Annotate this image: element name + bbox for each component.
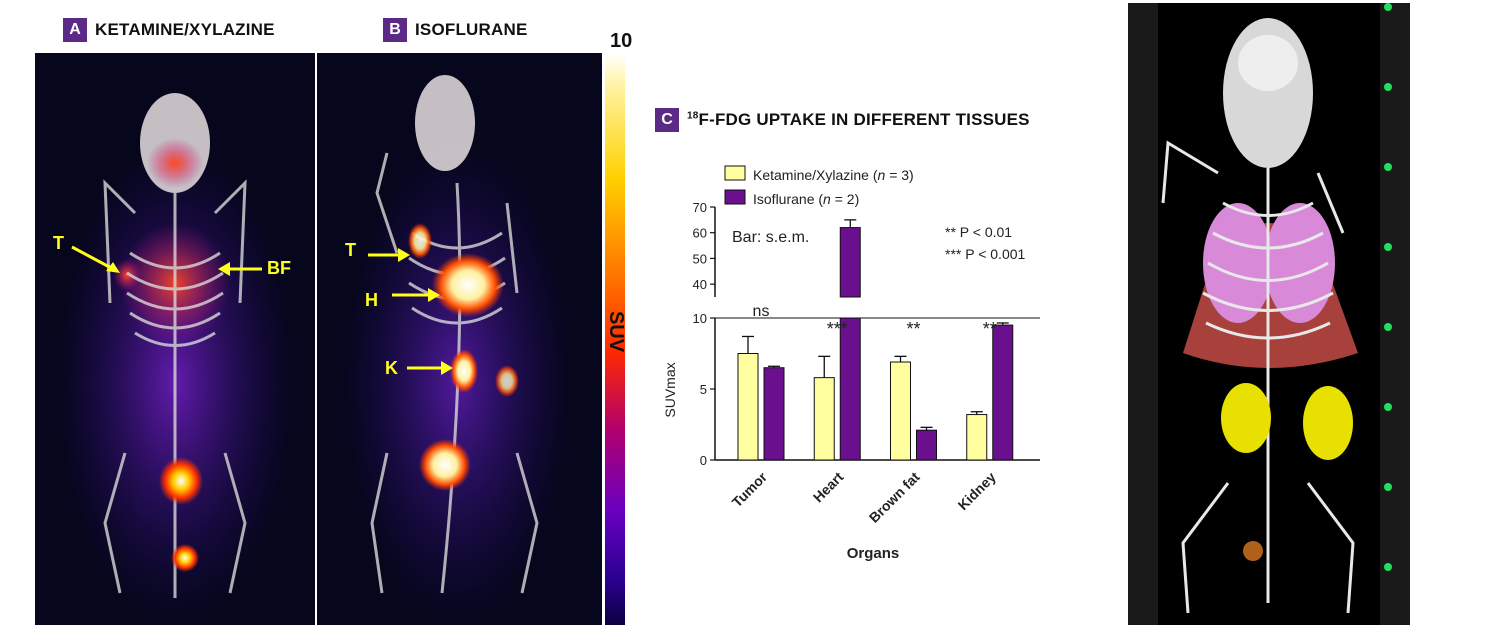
ct-3d-render	[1128, 3, 1410, 625]
legend-swatch-ketamine	[724, 165, 746, 181]
chart-bars	[737, 219, 1014, 461]
legend-label-isoflurane: Isoflurane (n = 2)	[753, 191, 859, 207]
panel-a-title: KETAMINE/XYLAZINE	[95, 20, 275, 39]
x-tick-label: Kidney	[955, 469, 999, 513]
x-tick-label: Brown fat	[866, 469, 923, 526]
tumor-label-b: T	[345, 240, 356, 260]
pet-ct-image-isoflurane	[317, 53, 602, 625]
panel-c-header: C 18F-FDG UPTAKE IN DIFFERENT TISSUES	[655, 108, 1030, 132]
scan-b-arrows	[368, 248, 453, 375]
bar	[813, 377, 835, 461]
significance-label: **	[906, 319, 920, 339]
suv-colorbar	[605, 53, 625, 625]
panel-b-title: ISOFLURANE	[415, 20, 528, 39]
chart-significance-labels: ns*** ** **	[753, 303, 997, 339]
significance-label: ns	[753, 303, 770, 320]
legend-label-ketamine: Ketamine/Xylazine (n = 3)	[753, 167, 914, 183]
bar	[839, 227, 861, 298]
y-tick-label: 40	[693, 277, 707, 292]
bar	[966, 414, 988, 461]
y-axis-label: SUVmax	[662, 362, 678, 417]
significance-label: ***	[827, 319, 848, 339]
x-axis-label: Organs	[847, 545, 900, 562]
chart-ticks: 0 5 10 40 50 60 70	[693, 200, 715, 468]
brown-fat-label-a: BF	[267, 258, 291, 278]
y-tick-label: 50	[693, 251, 707, 266]
bar-sem-note: Bar: s.e.m.	[732, 229, 809, 246]
bar	[763, 367, 785, 461]
scan-a-arrows	[71, 245, 262, 276]
panel-a-badge: A	[63, 18, 87, 42]
p-value-note-2: *** P < 0.001	[945, 246, 1026, 262]
bar	[992, 324, 1014, 461]
colorbar-label: SUV	[605, 310, 628, 353]
panel-c-title-text: F-FDG UPTAKE IN DIFFERENT TISSUES	[698, 110, 1030, 129]
x-tick-label: Heart	[810, 469, 847, 506]
bar	[737, 353, 759, 461]
suvmax-bar-chart: Ketamine/Xylazine (n = 3) Isoflurane (n …	[662, 165, 1040, 562]
y-tick-label: 0	[700, 453, 707, 468]
tumor-label-a: T	[53, 233, 64, 253]
panel-c-title: 18F-FDG UPTAKE IN DIFFERENT TISSUES	[687, 110, 1030, 130]
legend-swatch-isoflurane	[724, 189, 746, 205]
bar	[839, 317, 861, 461]
panel-b-badge: B	[383, 18, 407, 42]
p-value-note-1: ** P < 0.01	[945, 224, 1012, 240]
bar	[916, 429, 937, 461]
chart-category-labels: Tumor Heart Brown fat Kidney	[729, 468, 999, 525]
panel-c-title-sup: 18	[687, 110, 699, 122]
panel-b-header: B ISOFLURANE	[383, 18, 528, 42]
pet-ct-image-ketamine	[35, 53, 315, 625]
heart-label-b: H	[365, 290, 378, 310]
y-tick-label: 60	[693, 226, 707, 241]
colorbar-max-label: 10	[610, 30, 633, 52]
x-tick-label: Tumor	[729, 468, 771, 510]
y-tick-label: 5	[700, 382, 707, 397]
panel-a-header: A KETAMINE/XYLAZINE	[63, 18, 275, 42]
kidney-label-b: K	[385, 358, 398, 378]
y-tick-label: 70	[693, 200, 707, 215]
y-tick-label: 10	[693, 311, 707, 326]
significance-label: **	[983, 319, 997, 339]
bar	[890, 361, 911, 461]
panel-c-badge: C	[655, 108, 679, 132]
